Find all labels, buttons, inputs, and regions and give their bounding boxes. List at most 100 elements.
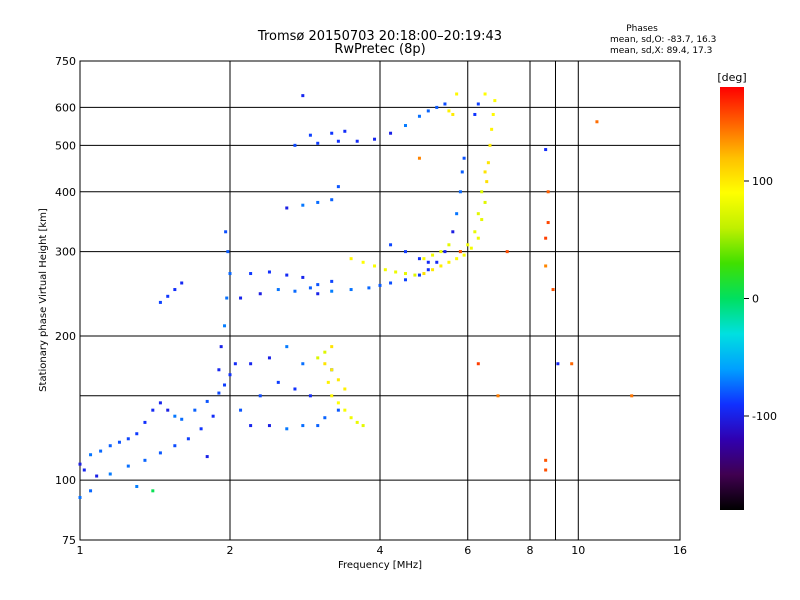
data-point-x (403, 272, 407, 276)
data-point-x (316, 356, 320, 360)
data-point-o (330, 131, 334, 135)
x-tick-label: 2 (227, 544, 234, 557)
data-point-o (426, 109, 430, 113)
data-point-o (476, 102, 480, 106)
colorbar (720, 87, 744, 510)
data-point-o (367, 286, 371, 290)
data-point-o (82, 468, 86, 472)
data-point-o (473, 112, 477, 116)
data-point-o (556, 362, 560, 366)
data-point-o (267, 270, 271, 274)
data-point-x (486, 161, 490, 165)
data-point-x (480, 218, 484, 222)
data-point-noise (546, 221, 550, 225)
data-point-o (544, 148, 548, 152)
data-point-o (258, 292, 262, 296)
x-tick-labels: 1 2 4 6 8 10 16 (77, 544, 688, 557)
data-point-o (285, 206, 289, 210)
data-point-x (343, 387, 347, 391)
y-tick-label: 750 (55, 55, 76, 68)
data-point-x (422, 272, 426, 276)
data-point-o (462, 156, 466, 160)
x-tick-label: 1 (77, 544, 84, 557)
data-point-o (336, 408, 340, 412)
data-point-x (455, 92, 459, 96)
data-point-o (301, 362, 305, 366)
data-point-x (485, 180, 489, 184)
data-point-o (89, 489, 93, 493)
data-point-o (417, 257, 421, 261)
data-point-x (422, 257, 426, 261)
data-point-x (491, 112, 495, 116)
data-point-x (343, 408, 347, 412)
data-point-o (135, 484, 139, 488)
data-point-o (276, 380, 280, 384)
data-point-o (389, 243, 393, 247)
data-point-o (180, 417, 184, 421)
phase-stats-o: mean, sd,O: -83.7, 16.3 (610, 35, 716, 45)
data-point-x (431, 253, 435, 257)
data-point-noise (544, 236, 548, 240)
data-point-o (78, 462, 82, 466)
data-point-x (383, 268, 387, 272)
data-point-o (316, 141, 320, 145)
chart-subtitle: RwPretec (8p) (334, 42, 425, 57)
data-point-o (330, 198, 334, 202)
data-point-o (233, 362, 237, 366)
data-point-o (373, 137, 377, 141)
data-point-o (239, 296, 243, 300)
data-point-x (473, 230, 477, 234)
data-point-o (108, 472, 112, 476)
data-point-o (158, 451, 162, 455)
data-point-o (343, 129, 347, 133)
data-point-o (285, 345, 289, 349)
data-point-o (258, 394, 262, 398)
data-point-x (493, 99, 497, 103)
y-tick-labels: 75 100 200 300 400 500 600 750 (55, 55, 76, 547)
data-point-o (316, 283, 320, 287)
data-point-o (180, 281, 184, 285)
data-point-x (466, 243, 470, 247)
data-point-x (469, 246, 473, 250)
data-point-o (308, 394, 312, 398)
data-point-o (205, 455, 209, 459)
data-point-o (301, 275, 305, 279)
y-tick-label: 75 (62, 534, 76, 547)
data-point-o (217, 368, 221, 372)
data-point-o (403, 124, 407, 128)
data-point-o (301, 424, 305, 428)
data-point-o (455, 212, 459, 216)
colorbar-tick-label: 100 (752, 175, 773, 188)
y-tick-label: 400 (55, 186, 76, 199)
y-tick-label: 300 (55, 246, 76, 259)
data-point-noise (595, 120, 599, 124)
phase-stats-x: mean, sd,X: 89.4, 17.3 (610, 46, 712, 56)
data-point-o (336, 139, 340, 143)
data-point-x (431, 268, 435, 272)
data-point-o (173, 288, 177, 292)
data-point-x (336, 401, 340, 405)
data-point-x (394, 270, 398, 274)
data-point-noise (505, 250, 509, 254)
data-point-x (455, 257, 459, 261)
data-point-o (158, 401, 162, 405)
data-point-x (483, 200, 487, 204)
chart-title: Tromsø 20150703 20:18:00–20:19:43 (257, 29, 502, 44)
data-point-o (225, 296, 229, 300)
data-point-x (323, 350, 327, 354)
data-point-x (462, 253, 466, 257)
data-point-noise (496, 394, 500, 398)
data-point-x (361, 260, 365, 264)
data-point-x (373, 264, 377, 268)
data-point-x (330, 368, 334, 372)
data-point-o (443, 102, 447, 106)
data-point-o (403, 278, 407, 282)
data-point-o (451, 230, 455, 234)
data-point-o (166, 294, 170, 298)
data-point-x (476, 212, 480, 216)
data-point-noise (551, 288, 555, 292)
data-point-x (451, 112, 455, 116)
data-point-o (228, 373, 232, 377)
data-point-o (293, 289, 297, 293)
